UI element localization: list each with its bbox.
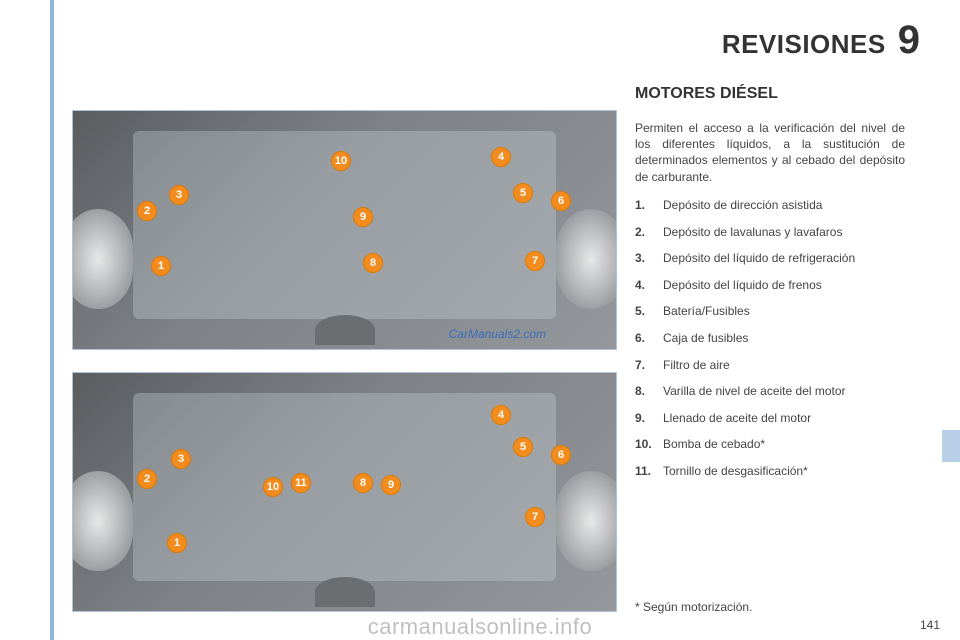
list-item: 4. Depósito del líquido de frenos (635, 278, 910, 294)
page-number: 141 (920, 618, 940, 632)
callout-9: 9 (353, 207, 373, 227)
section-number: 9 (898, 18, 920, 63)
list-item: 8. Varilla de nivel de aceite del motor (635, 384, 910, 400)
list-item-number: 11. (635, 464, 653, 480)
page-header: REVISIONES 9 (722, 18, 920, 63)
list-item-number: 9. (635, 411, 653, 427)
list-item-number: 7. (635, 358, 653, 374)
list-item-number: 6. (635, 331, 653, 347)
section-title: REVISIONES (722, 29, 886, 60)
list-item-number: 5. (635, 304, 653, 320)
callout-7: 7 (525, 251, 545, 271)
list-item-text: Tornillo de desgasificación* (663, 464, 808, 480)
list-item-text: Filtro de aire (663, 358, 730, 374)
list-item: 2. Depósito de lavalunas y lavafaros (635, 225, 910, 241)
callout-5: 5 (513, 183, 533, 203)
side-tab (942, 430, 960, 462)
callout-8: 8 (363, 253, 383, 273)
list-item: 11. Tornillo de desgasificación* (635, 464, 910, 480)
hood-emblem (315, 315, 375, 345)
list-item-text: Bomba de cebado* (663, 437, 765, 453)
list-item-number: 2. (635, 225, 653, 241)
headlight-left (72, 471, 133, 571)
component-list: 1. Depósito de dirección asistida 2. Depósi… (635, 198, 910, 491)
list-item-text: Depósito de dirección asistida (663, 198, 822, 214)
list-item-text: Batería/Fusibles (663, 304, 750, 320)
list-item: 5. Batería/Fusibles (635, 304, 910, 320)
callout-8: 8 (353, 473, 373, 493)
callout-6: 6 (551, 191, 571, 211)
list-item-text: Caja de fusibles (663, 331, 748, 347)
headlight-right (556, 209, 617, 309)
footnote: * Según motorización. (635, 600, 752, 614)
callout-1: 1 (151, 256, 171, 276)
callout-3: 3 (171, 449, 191, 469)
callout-11: 11 (291, 473, 311, 493)
callout-5: 5 (513, 437, 533, 457)
callout-2: 2 (137, 201, 157, 221)
image-watermark: CarManuals2.com (449, 327, 546, 341)
subtitle: MOTORES DIÉSEL (635, 85, 778, 103)
hood-emblem (315, 577, 375, 607)
engine-diagram-top: CarManuals2.com 1 23 456 7 8 9 10 (72, 110, 617, 350)
list-item: 7. Filtro de aire (635, 358, 910, 374)
callout-2: 2 (137, 469, 157, 489)
list-item-number: 8. (635, 384, 653, 400)
list-item-number: 1. (635, 198, 653, 214)
callout-10: 10 (263, 477, 283, 497)
intro-paragraph: Permiten el acceso a la verificación del… (635, 120, 905, 185)
list-item-text: Depósito del líquido de refrigeración (663, 251, 855, 267)
callout-4: 4 (491, 147, 511, 167)
list-item: 6. Caja de fusibles (635, 331, 910, 347)
engine-diagrams: CarManuals2.com 12345678910 123456789101… (72, 110, 617, 634)
list-item: 9. Llenado de aceite del motor (635, 411, 910, 427)
list-item-number: 10. (635, 437, 653, 453)
list-item-text: Depósito de lavalunas y lavafaros (663, 225, 842, 241)
callout-7: 7 (525, 507, 545, 527)
headlight-right (556, 471, 617, 571)
callout-6: 6 (551, 445, 571, 465)
list-item-number: 3. (635, 251, 653, 267)
callout-10: 10 (331, 151, 351, 171)
headlight-left (72, 209, 133, 309)
callout-1: 1 (167, 533, 187, 553)
callout-4: 4 (491, 405, 511, 425)
engine-diagram-bottom: 1 23 456 7 89 10 11 (72, 372, 617, 612)
callout-3: 3 (169, 185, 189, 205)
list-item: 1. Depósito de dirección asistida (635, 198, 910, 214)
list-item: 10. Bomba de cebado* (635, 437, 910, 453)
callout-9: 9 (381, 475, 401, 495)
margin-bar (50, 0, 54, 640)
list-item-text: Varilla de nivel de aceite del motor (663, 384, 846, 400)
list-item-text: Depósito del líquido de frenos (663, 278, 822, 294)
list-item: 3. Depósito del líquido de refrigeración (635, 251, 910, 267)
list-item-text: Llenado de aceite del motor (663, 411, 811, 427)
list-item-number: 4. (635, 278, 653, 294)
page-watermark: carmanualsonline.info (368, 614, 593, 640)
